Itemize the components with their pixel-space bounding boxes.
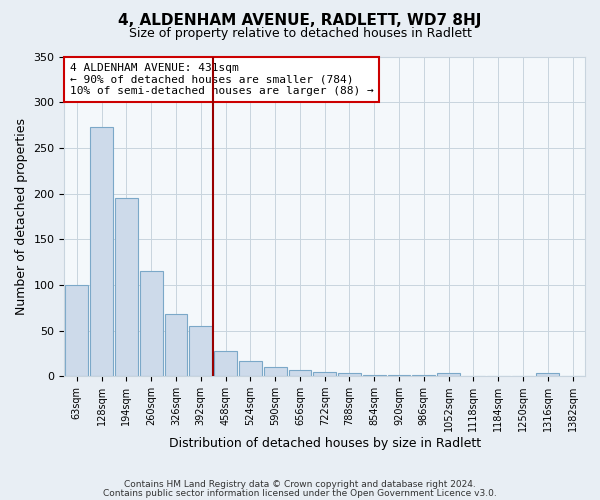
Bar [140,271,163,376]
Bar [190,326,212,376]
Bar [536,372,559,376]
Bar [239,360,262,376]
Bar [313,372,336,376]
Bar [289,370,311,376]
Bar [264,367,287,376]
Text: Contains HM Land Registry data © Crown copyright and database right 2024.: Contains HM Land Registry data © Crown c… [124,480,476,489]
Text: Size of property relative to detached houses in Radlett: Size of property relative to detached ho… [128,28,472,40]
Bar [214,350,237,376]
Bar [65,285,88,376]
Text: 4 ALDENHAM AVENUE: 431sqm
← 90% of detached houses are smaller (784)
10% of semi: 4 ALDENHAM AVENUE: 431sqm ← 90% of detac… [70,63,373,96]
Text: Contains public sector information licensed under the Open Government Licence v3: Contains public sector information licen… [103,488,497,498]
Bar [338,372,361,376]
Y-axis label: Number of detached properties: Number of detached properties [15,118,28,315]
X-axis label: Distribution of detached houses by size in Radlett: Distribution of detached houses by size … [169,437,481,450]
Bar [90,127,113,376]
Text: 4, ALDENHAM AVENUE, RADLETT, WD7 8HJ: 4, ALDENHAM AVENUE, RADLETT, WD7 8HJ [118,12,482,28]
Bar [437,372,460,376]
Bar [164,314,187,376]
Bar [115,198,138,376]
